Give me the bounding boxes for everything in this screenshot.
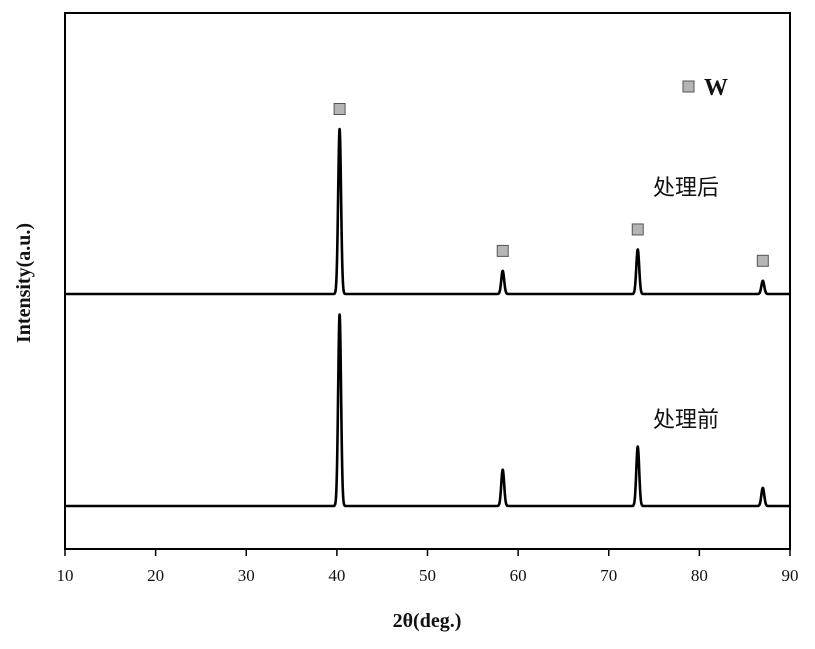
peak-marker-w (496, 244, 509, 257)
series-layer (63, 127, 792, 508)
legend-label-w: W (704, 75, 728, 101)
x-tick-label: 30 (238, 566, 255, 585)
x-tick-label: 70 (600, 566, 617, 585)
x-tick-label: 90 (782, 566, 799, 585)
x-tick-label: 40 (328, 566, 345, 585)
series-line-before (63, 313, 792, 508)
x-axis-ticks: 10 20 30 40 50 60 70 80 90 (57, 549, 799, 585)
peak-marker-w (756, 254, 769, 267)
plot-frame (64, 12, 791, 550)
legend-marker-square (682, 80, 695, 93)
y-axis-title: Intensity(a.u.) (13, 223, 35, 343)
series-line-after (63, 127, 792, 296)
x-tick-label: 80 (691, 566, 708, 585)
x-tick-label: 60 (510, 566, 527, 585)
x-tick-label: 50 (419, 566, 436, 585)
x-tick-label: 10 (57, 566, 74, 585)
peak-marker-layer (333, 103, 769, 267)
series-label-before: 处理前 (653, 408, 719, 433)
x-tick-label: 20 (147, 566, 164, 585)
peak-marker-w (333, 103, 346, 115)
series-label-after: 处理后 (653, 176, 719, 201)
x-axis-title: 2θ(deg.) (393, 610, 462, 632)
peak-marker-w (631, 223, 644, 236)
